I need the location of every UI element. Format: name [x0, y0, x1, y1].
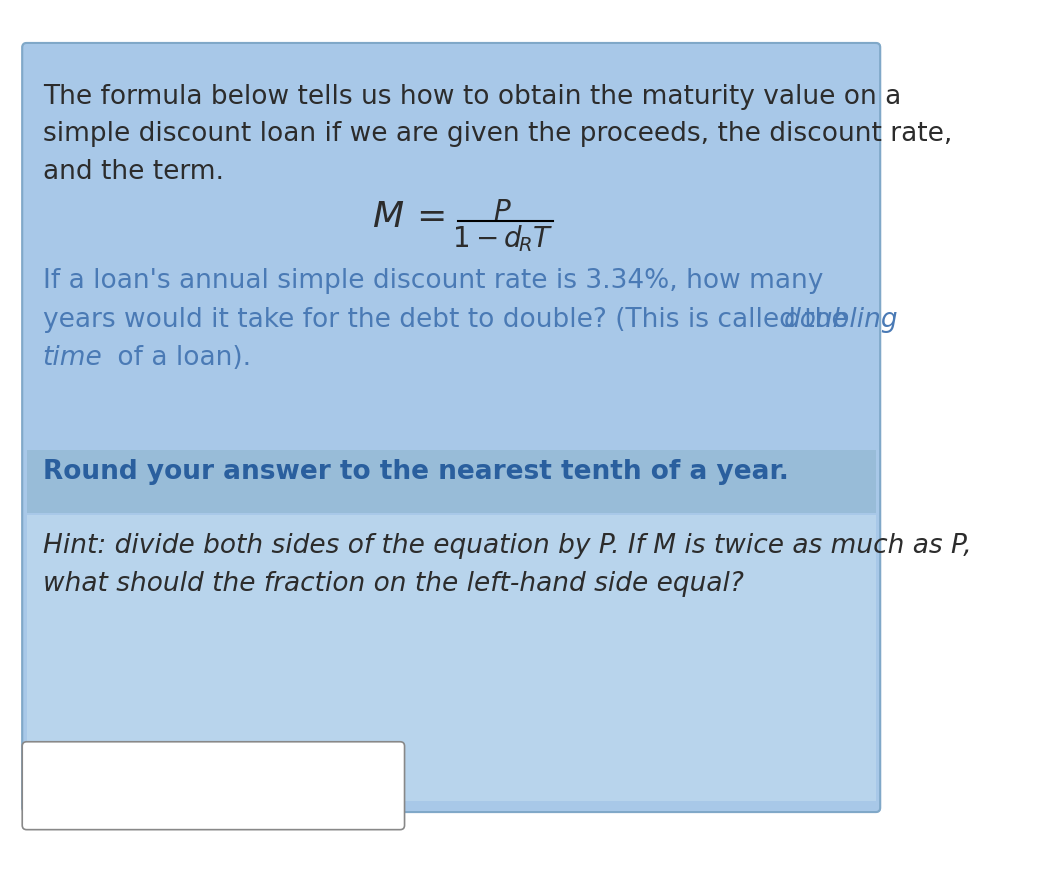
Text: Hint: divide both sides of the equation by P. If M is twice as much as P,: Hint: divide both sides of the equation …: [43, 532, 972, 558]
Text: of a loan).: of a loan).: [110, 345, 251, 371]
Text: doubling: doubling: [784, 306, 899, 333]
FancyBboxPatch shape: [27, 515, 876, 801]
Text: The formula below tells us how to obtain the maturity value on a: The formula below tells us how to obtain…: [43, 83, 901, 110]
Text: If a loan's annual simple discount rate is 3.34%, how many: If a loan's annual simple discount rate …: [43, 268, 823, 294]
FancyBboxPatch shape: [22, 742, 405, 830]
Text: years would it take for the debt to double? (This is called the: years would it take for the debt to doub…: [43, 306, 856, 333]
Text: time: time: [43, 345, 103, 371]
Text: and the term.: and the term.: [43, 159, 224, 185]
Text: what should the fraction on the left-hand side equal?: what should the fraction on the left-han…: [43, 571, 744, 597]
Text: simple discount loan if we are given the proceeds, the discount rate,: simple discount loan if we are given the…: [43, 121, 952, 148]
Text: $M\,=$: $M\,=$: [372, 200, 445, 234]
Text: Round your answer to the nearest tenth of a year.: Round your answer to the nearest tenth o…: [43, 458, 789, 485]
FancyBboxPatch shape: [27, 450, 876, 514]
Text: $1-d_{\!R}T$: $1-d_{\!R}T$: [452, 223, 553, 254]
FancyBboxPatch shape: [22, 44, 881, 812]
Text: $P$: $P$: [493, 198, 511, 226]
